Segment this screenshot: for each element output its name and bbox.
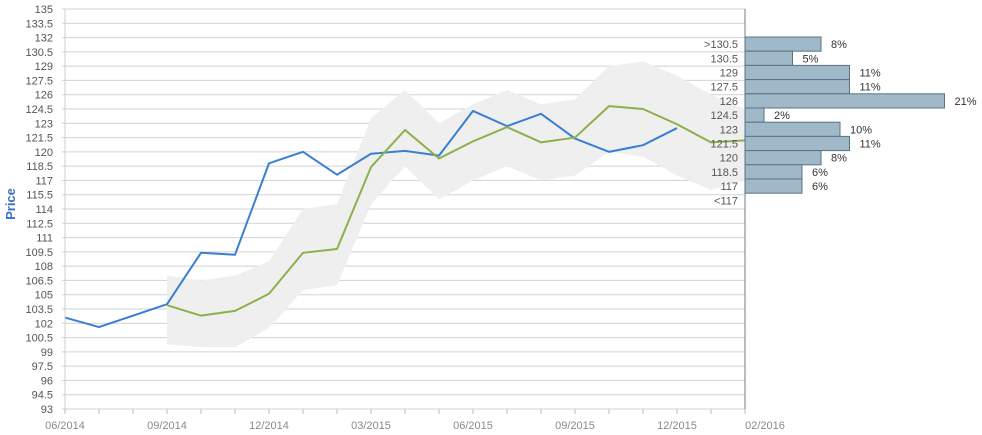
distribution-bar [744,79,850,95]
distribution-bar [744,178,803,194]
distribution-bucket-label: 129 [720,68,738,80]
y-tick-label: 130.5 [25,47,53,59]
distribution-bucket-label: <117 [714,195,738,207]
distribution-bucket-label: 130.5 [710,53,738,65]
distribution-bucket-label: 126 [720,96,738,108]
forecast-band-layer [167,61,745,348]
distribution-percent-label: 11% [860,68,881,80]
distribution-percent-label: 6% [812,181,828,193]
distribution-bar [744,135,850,152]
series-line-1 [64,109,678,329]
y-tick-label: 102 [35,318,53,330]
distribution-bucket-label: 123 [720,124,738,136]
y-tick-label: 111 [36,233,53,245]
distribution-percent-label: 10% [850,124,872,136]
y-tick-label: 127.5 [25,75,53,87]
y-tick-label: 120 [35,147,53,159]
y-tick-label: 109.5 [25,247,53,259]
distribution-layer: >130.5 8% 130.5 5% 129 11% 127.5 11% 126 21% 124.5… [704,36,977,207]
x-tick-label: 09/2014 [147,420,187,432]
y-tick-label: 112.5 [26,218,53,230]
x-tick-label: 06/2015 [453,420,493,432]
y-tick-label: 99 [41,347,53,359]
x-tick-label: 02/2016 [745,420,785,432]
distribution-bucket-label: 127.5 [710,82,738,94]
y-tick-label: 93 [41,404,53,416]
x-tick-label: 09/2015 [555,420,595,432]
y-tick-label: 114 [35,204,53,216]
distribution-bar [744,93,945,109]
distribution-bar [744,150,822,166]
distribution-bucket-label: 118.5 [711,167,738,179]
distribution-bucket-label: 120 [720,153,738,165]
y-tick-label: 100.5 [25,333,53,345]
distribution-bucket-label: 121.5 [710,139,738,151]
distribution-percent-label: 8% [831,153,847,165]
y-tick-label: 132 [35,33,53,45]
y-tick-label: 117 [35,175,53,187]
y-tick-label: 121.5 [25,133,53,145]
y-tick-label: 118.5 [26,161,53,173]
series-line-2 [166,105,746,317]
y-tick-label: 126 [35,90,53,102]
distribution-percent-label: 8% [831,39,847,51]
y-tick-label: 123 [35,118,53,130]
distribution-bar [744,164,803,180]
y-tick-label: 108 [35,261,53,273]
y-tick-label: 106.5 [25,275,53,287]
x-tick-label: 03/2015 [351,420,391,432]
y-tick-label: 129 [35,61,53,73]
forecast-band [167,61,745,348]
distribution-bar [744,50,793,66]
y-tick-label: 133.5 [25,18,53,30]
distribution-bar [744,107,765,123]
distribution-bucket-label: 117 [720,181,738,193]
distribution-bucket-label: 124.5 [710,110,738,122]
distribution-percent-label: 21% [955,96,977,108]
distribution-percent-label: 6% [812,167,828,179]
x-tick-label: 12/2014 [249,420,289,432]
distribution-bar [744,64,850,81]
y-tick-label: 135 [35,4,53,16]
y-tick-label: 94.5 [32,390,53,402]
distribution-bar [744,36,822,52]
x-tick-label: 12/2015 [657,420,697,432]
y-axis-label: Price [3,188,18,220]
y-tick-label: 115.5 [26,190,53,202]
axis-layer: 93 94.5 96 97.5 99 100.5 102 103.5 105 106.5 108 10… [25,4,784,432]
y-tick-label: 124.5 [25,104,53,116]
series-layer [64,105,746,329]
y-tick-label: 97.5 [32,361,53,373]
distribution-bar [744,121,841,137]
distribution-percent-label: 2% [774,110,790,122]
y-tick-label: 105 [35,290,53,302]
x-tick-label: 06/2014 [45,420,85,432]
y-tick-label: 103.5 [25,304,53,316]
y-tick-label: 96 [41,375,53,387]
distribution-bucket-label: >130.5 [704,39,738,51]
distribution-percent-label: 5% [803,53,819,65]
distribution-percent-label: 11% [860,82,881,94]
distribution-percent-label: 11% [860,139,881,151]
